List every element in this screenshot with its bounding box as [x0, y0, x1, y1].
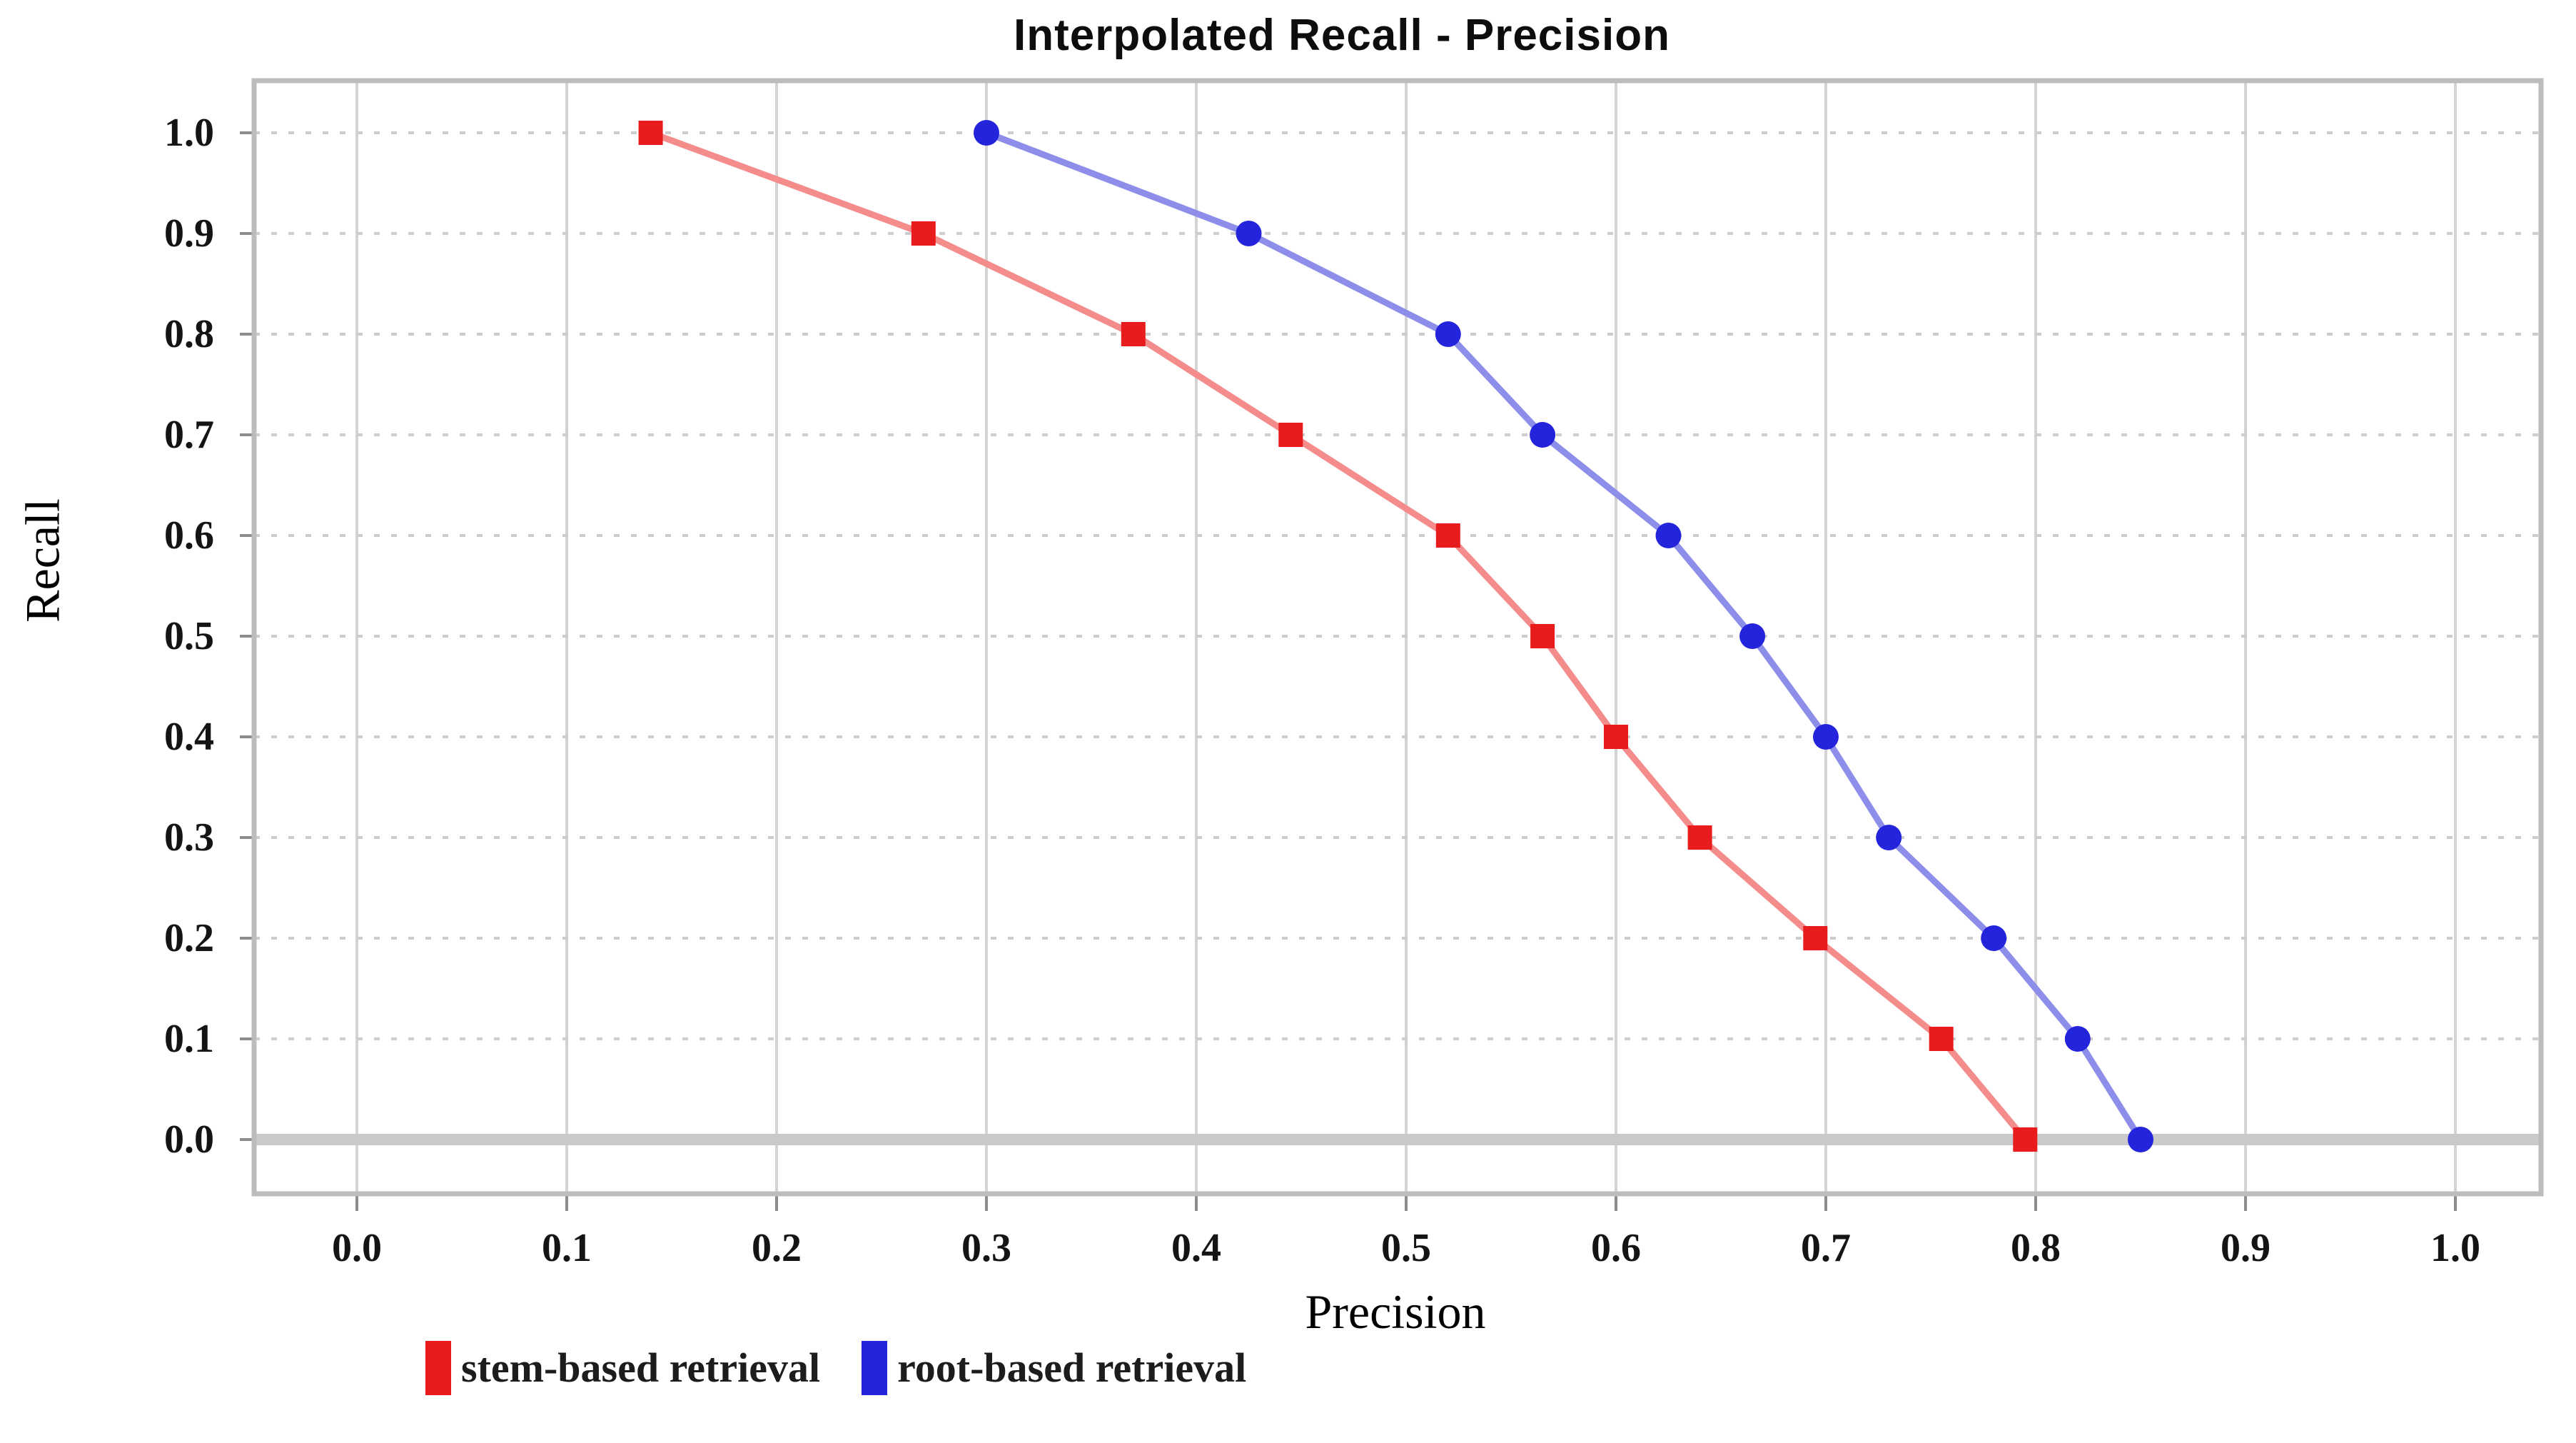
y-tick-label-0.1: 0.1	[164, 1017, 214, 1061]
y-tick-label-0.4: 0.4	[164, 715, 214, 759]
legend-swatch-stem-red	[425, 1341, 451, 1395]
legend-item-stem: stem-based retrieval	[425, 1341, 820, 1395]
y-axis-tick-labels: 0.0 0.1 0.2 0.3 0.4 0.5 0.6 0.7 0.8 0.9 1.0	[0, 0, 214, 1443]
x-tick-label-0.5: 0.5	[1381, 1226, 1431, 1270]
y-tick-label-0.5: 0.5	[164, 614, 214, 658]
data-point-stem	[1278, 423, 1303, 447]
x-tick-label-0.9: 0.9	[2221, 1226, 2271, 1270]
x-tick-label-0.7: 0.7	[1801, 1226, 1851, 1270]
x-tick-label-0.3: 0.3	[961, 1226, 1011, 1270]
x-axis-title: Precision	[1305, 1284, 1486, 1339]
data-point-root	[2064, 1026, 2091, 1052]
data-point-root	[1981, 925, 2007, 951]
legend-swatch-root-blue	[862, 1341, 888, 1395]
data-point-root	[1530, 422, 1556, 448]
y-tick-label-0.3: 0.3	[164, 815, 214, 860]
x-tick-label-0.0: 0.0	[332, 1226, 382, 1270]
legend-item-root: root-based retrieval	[862, 1341, 1246, 1395]
y-tick-label-1.0: 1.0	[164, 111, 214, 155]
data-point-stem	[911, 221, 936, 246]
data-point-stem	[2013, 1127, 2038, 1152]
data-point-root	[2128, 1127, 2153, 1152]
data-point-stem	[638, 121, 663, 145]
x-tick-label-0.2: 0.2	[752, 1226, 802, 1270]
y-tick-label-0.9: 0.9	[164, 211, 214, 256]
data-point-stem	[1435, 523, 1460, 548]
chart-title: Interpolated Recall - Precision	[1014, 11, 1670, 60]
data-point-root	[974, 120, 999, 146]
data-point-stem	[1121, 322, 1146, 346]
data-point-stem	[1530, 624, 1555, 648]
data-point-root	[1655, 523, 1682, 548]
x-tick-label-0.1: 0.1	[542, 1226, 592, 1270]
legend: stem-based retrieval root-based retrieva…	[425, 1341, 1246, 1395]
x-axis-tick-labels: 0.0 0.1 0.2 0.3 0.4 0.5 0.6 0.7 0.8 0.9 1.0	[0, 1225, 2576, 1282]
x-tick-label-1.0: 1.0	[2430, 1226, 2480, 1270]
legend-label-stem: stem-based retrieval	[461, 1344, 821, 1391]
data-point-root	[1739, 623, 1766, 649]
x-tick-label-0.8: 0.8	[2011, 1226, 2061, 1270]
data-point-stem	[1929, 1027, 1954, 1051]
data-point-root	[1236, 221, 1262, 246]
data-point-stem	[1803, 926, 1828, 950]
plot-frame	[251, 78, 2544, 1197]
y-tick-label-0.8: 0.8	[164, 312, 214, 356]
data-point-root	[1435, 321, 1461, 347]
legend-label-root: root-based retrieval	[897, 1344, 1247, 1391]
y-tick-label-0.6: 0.6	[164, 513, 214, 558]
x-tick-label-0.4: 0.4	[1171, 1226, 1221, 1270]
y-tick-label-0.2: 0.2	[164, 916, 214, 960]
x-tick-label-0.6: 0.6	[1591, 1226, 1641, 1270]
data-point-stem	[1604, 725, 1628, 749]
y-tick-label-0.0: 0.0	[164, 1117, 214, 1162]
y-tick-label-0.7: 0.7	[164, 413, 214, 457]
data-point-stem	[1687, 825, 1712, 850]
data-point-root	[1876, 825, 1902, 850]
data-point-root	[1813, 724, 1839, 750]
